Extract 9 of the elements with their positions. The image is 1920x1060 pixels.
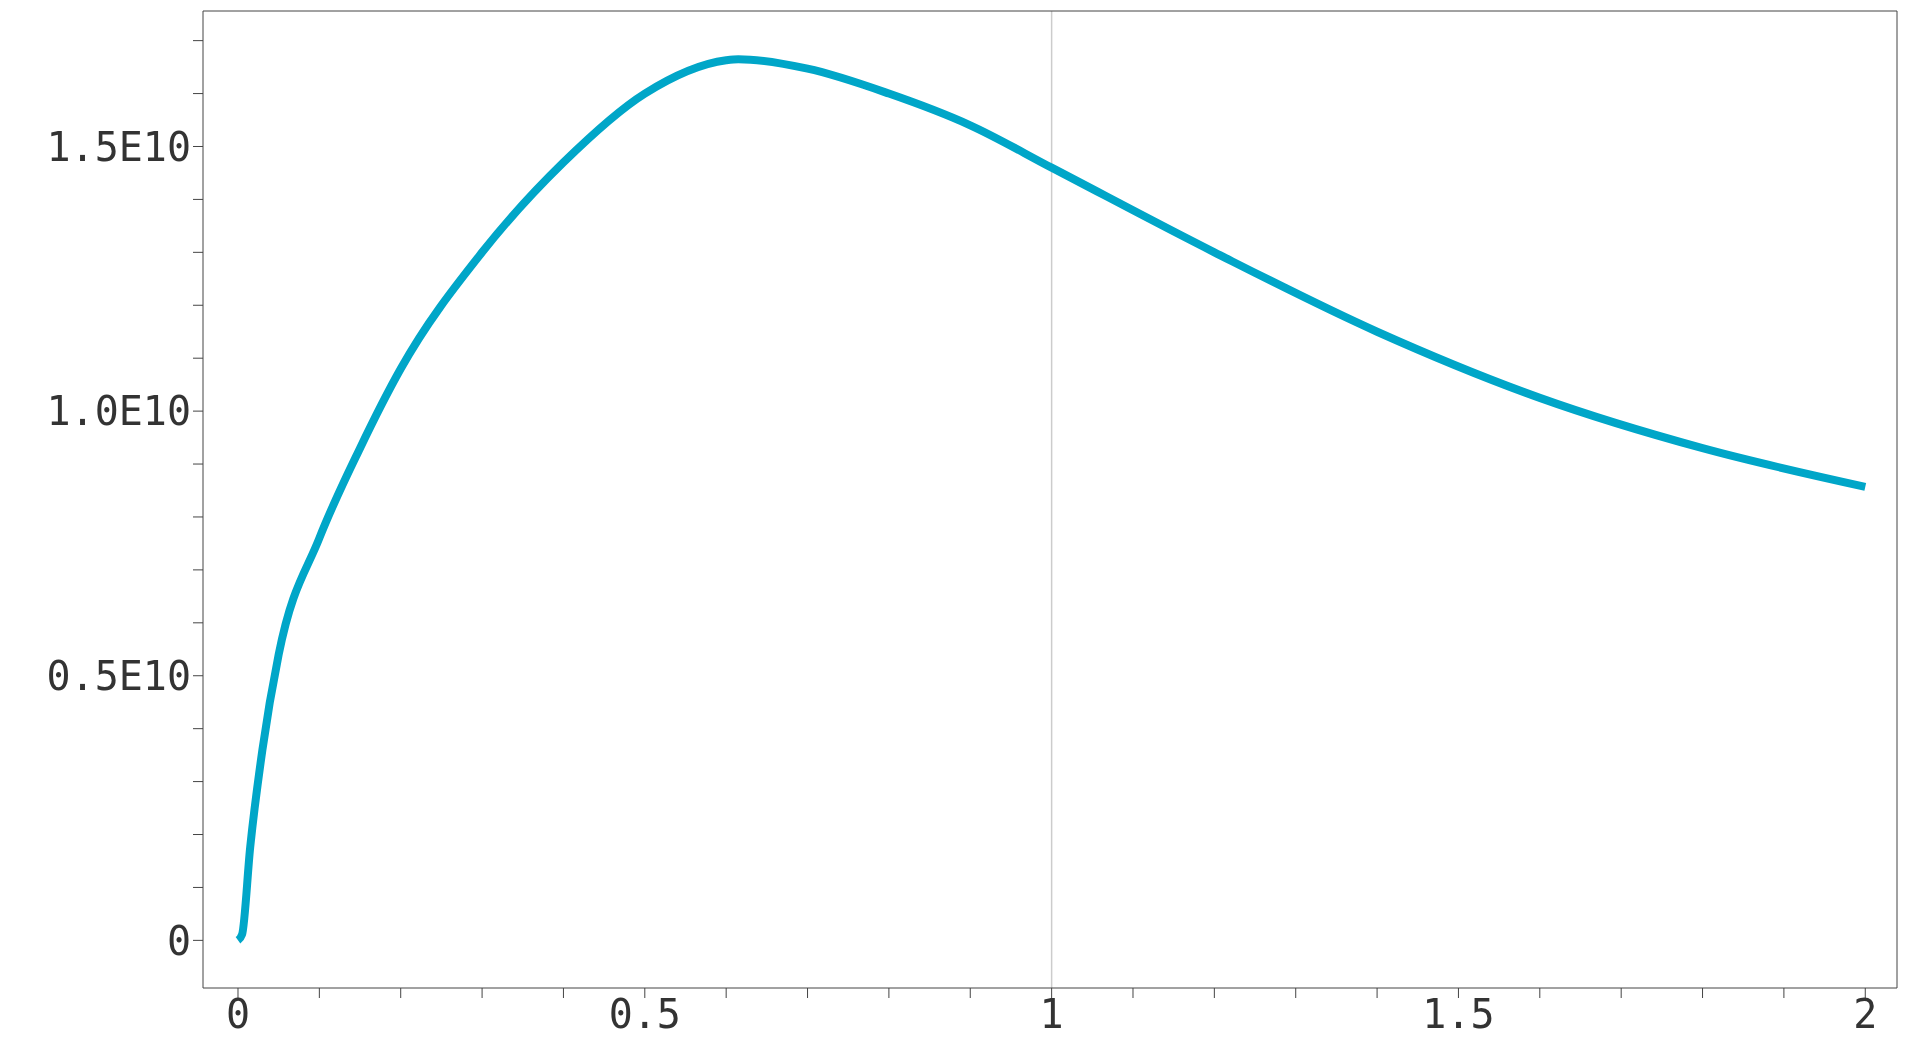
y-tick-label: 0.5E10	[46, 652, 191, 699]
x-tick-label: 0.5	[608, 991, 681, 1038]
y-tick-label: 0	[166, 917, 191, 964]
y-tick-label: 1.5E10	[46, 123, 191, 170]
x-tick-label: 1	[1039, 991, 1064, 1038]
x-tick-label: 2	[1853, 991, 1878, 1038]
x-tick-label: 0	[225, 991, 251, 1038]
y-tick-label: 1.0E10	[46, 388, 191, 435]
x-tick-label: 1.5	[1422, 991, 1495, 1038]
